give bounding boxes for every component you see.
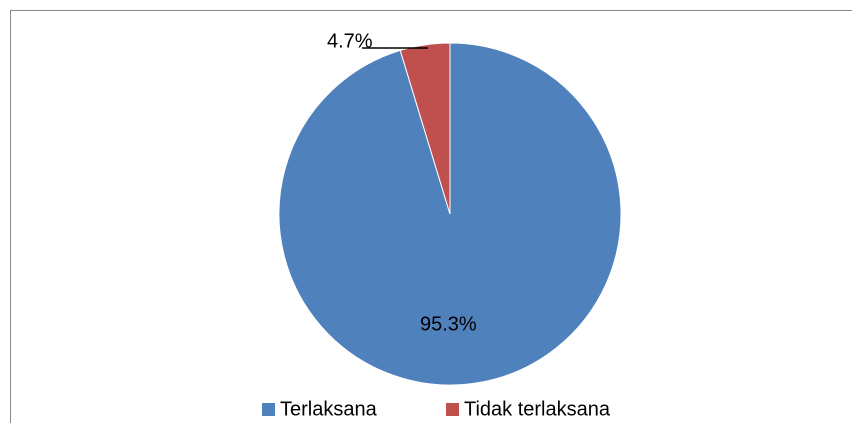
data-label: 4.7% bbox=[327, 30, 373, 52]
pie-slice bbox=[399, 42, 451, 215]
legend-label: Terlaksana bbox=[280, 398, 378, 420]
legend-swatch bbox=[262, 403, 275, 416]
legend-swatch bbox=[446, 403, 459, 416]
legend-label: Tidak terlaksana bbox=[464, 398, 611, 420]
data-label: 95.3% bbox=[420, 313, 477, 335]
chart-frame bbox=[10, 10, 852, 423]
